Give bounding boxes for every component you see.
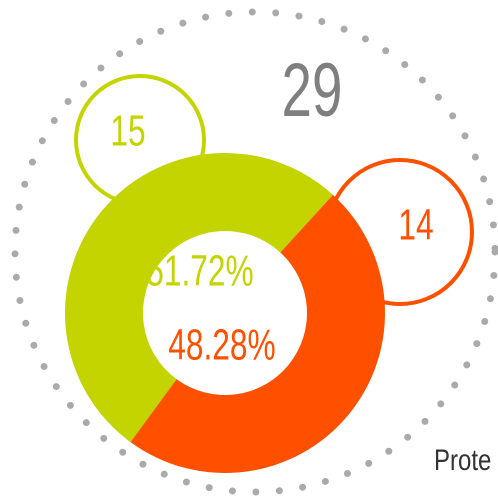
percentage-label: 48.28%	[168, 321, 275, 370]
total-label: 29	[282, 48, 343, 133]
percentage-label: 51.72%	[146, 247, 253, 296]
dotted-ring	[11, 8, 498, 496]
donut-segment	[64, 152, 333, 443]
donut	[64, 152, 385, 473]
count-label: 15	[110, 107, 145, 156]
donut-segment	[130, 194, 385, 473]
count-label: 14	[398, 201, 433, 250]
legend-text: Prote	[434, 442, 491, 476]
